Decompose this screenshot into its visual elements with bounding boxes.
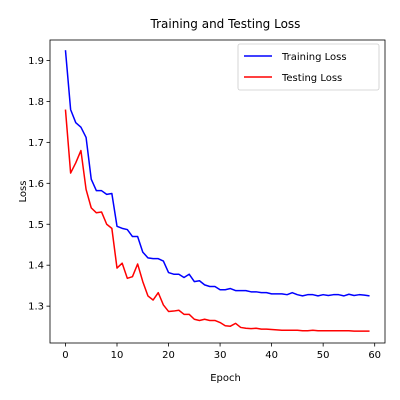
x-tick-label: 10 [111,350,124,361]
series-line-training-loss [64,50,370,297]
legend-label: Training Loss [281,52,347,63]
x-tick-label: 20 [162,350,175,361]
y-axis-ticks: 1.3 1.4 1.5 1.6 1.7 1.8 1.9 [28,56,50,313]
x-tick-label: 60 [368,350,381,361]
y-tick-label: 1.6 [28,179,44,190]
y-tick-label: 1.4 [28,261,44,272]
y-tick-label: 1.5 [28,220,44,231]
y-tick-label: 1.8 [28,97,44,108]
x-tick-label: 0 [62,350,68,361]
series-group [64,50,370,332]
y-tick-label: 1.3 [28,302,44,313]
x-tick-label: 50 [317,350,330,361]
y-tick-label: 1.9 [28,56,44,67]
legend-box [237,43,380,91]
y-axis-label: Loss [18,181,29,203]
x-axis-label: Epoch [210,373,241,384]
x-tick-label: 30 [214,350,227,361]
legend: Training Loss Testing Loss [237,43,380,91]
legend-label: Testing Loss [281,73,342,84]
x-tick-label: 40 [265,350,278,361]
plot-frame [49,39,386,344]
series-line-testing-loss [64,109,370,332]
chart-title: Training and Testing Loss [150,17,301,31]
y-tick-label: 1.7 [28,138,44,149]
plot-area [49,39,386,344]
x-axis-ticks: 0 10 20 30 40 50 60 [62,343,381,361]
